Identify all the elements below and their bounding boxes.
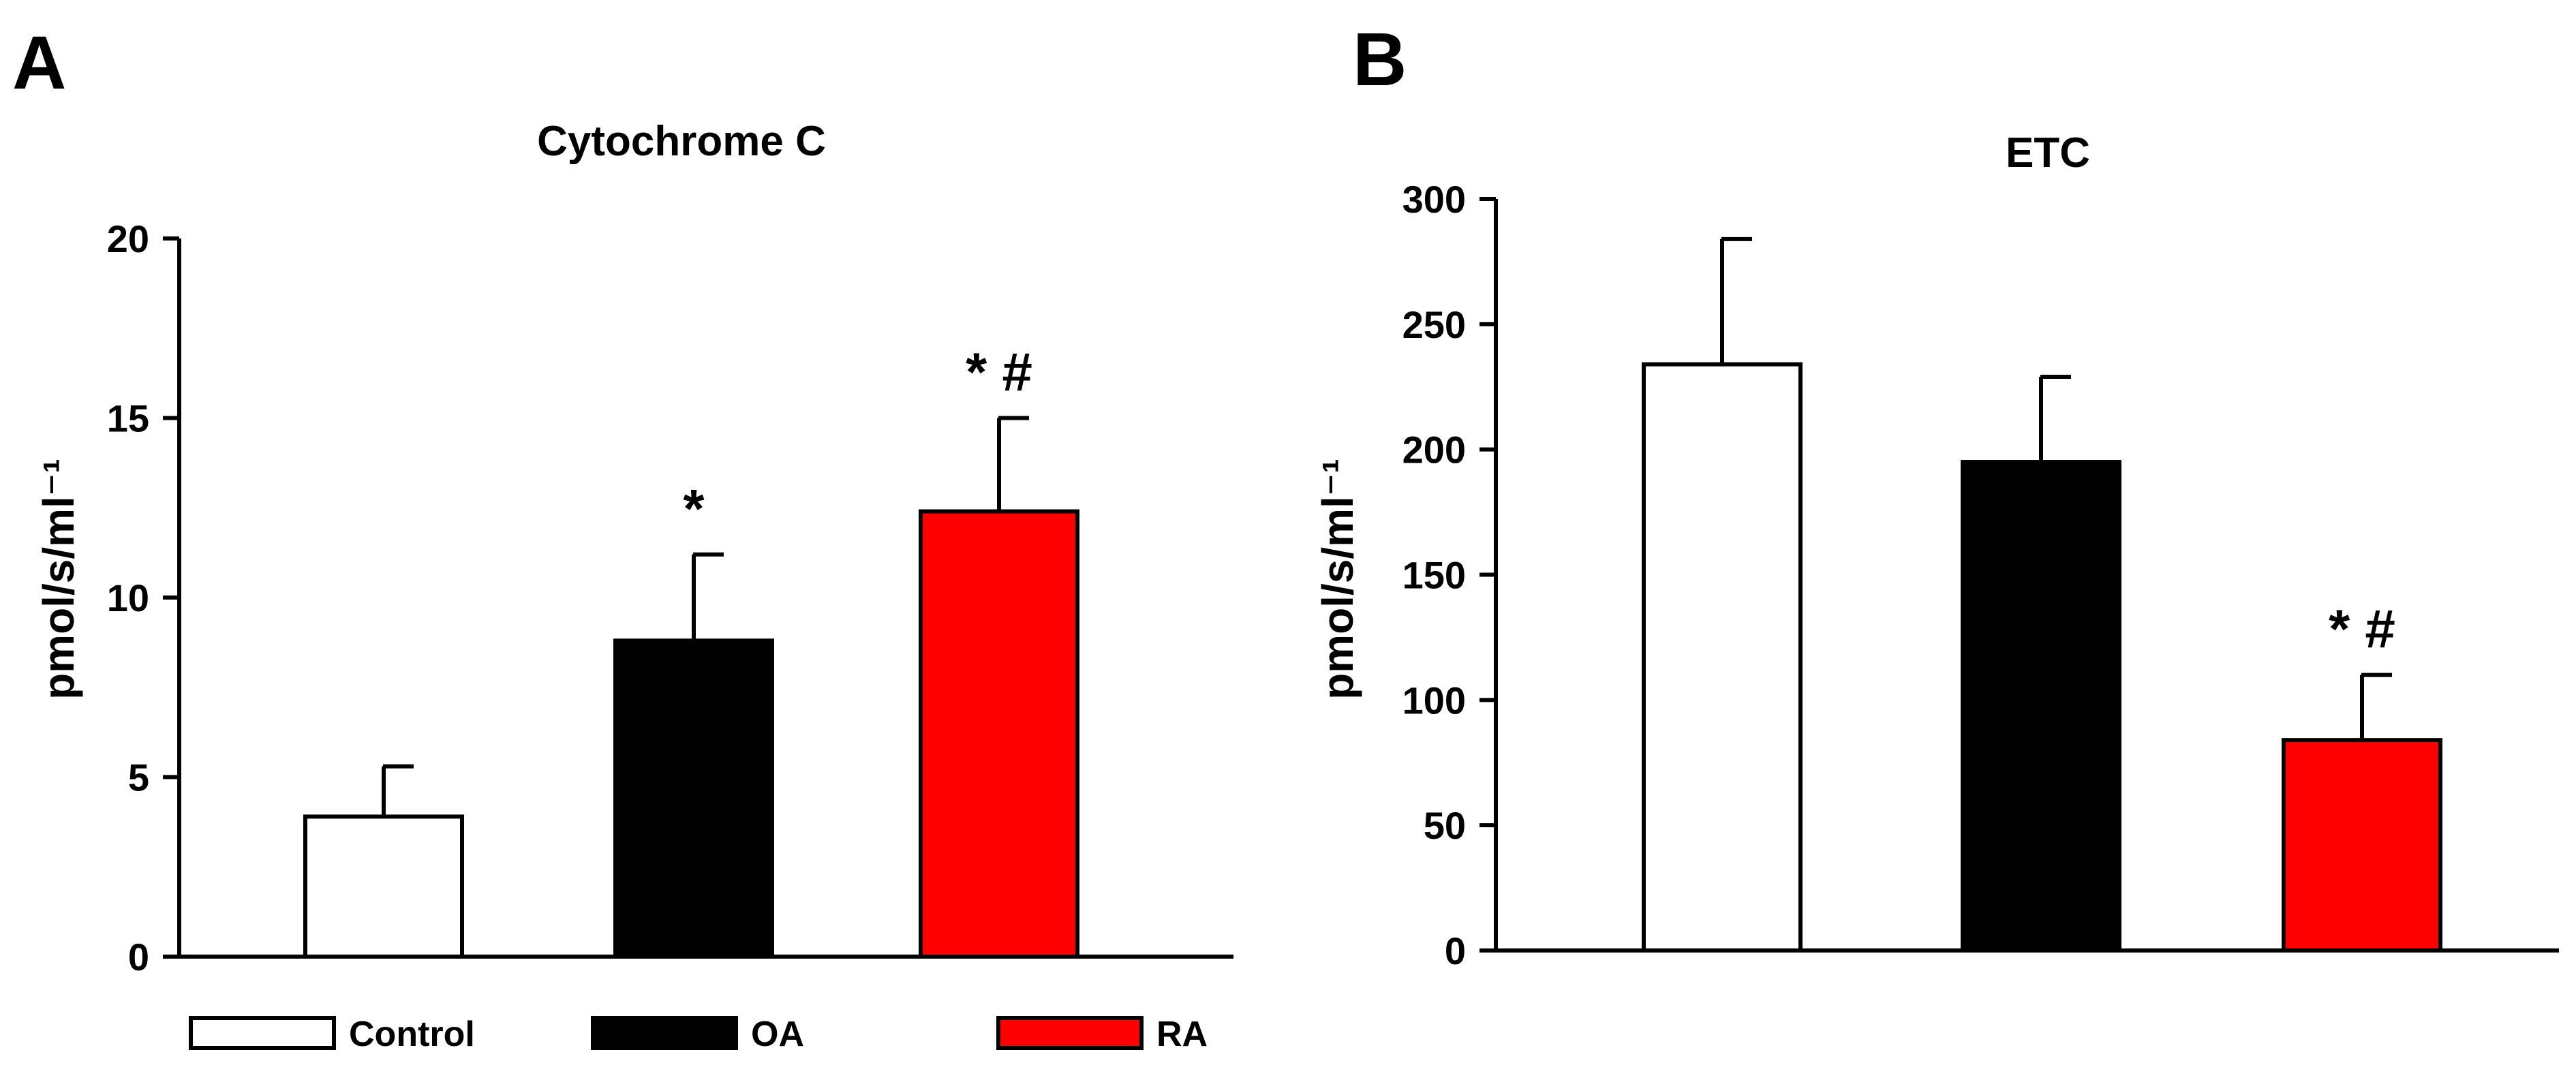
panel-b-y-tick-label: 150	[1402, 554, 1466, 597]
panel-a-plot: 0 5 10 15 20 * * #	[107, 217, 1233, 978]
legend-label-oa: OA	[751, 1015, 804, 1054]
panel-a-y-tick-label: 15	[107, 397, 149, 440]
panel-a-title: Cytochrome C	[537, 118, 826, 165]
legend-swatch-control	[189, 1016, 336, 1050]
panel-a-y-tick-label: 0	[128, 935, 149, 978]
panel-b-y-tick-label: 200	[1402, 429, 1466, 471]
panel-a-ylabel: pmol/s/ml⁻¹	[34, 459, 83, 700]
panel-b-bar-control	[1642, 362, 1803, 953]
panel-b-annotation-ra: * #	[2329, 599, 2395, 660]
panel-a-annotation-ra: * #	[966, 342, 1032, 403]
panel-a-bar-ra	[919, 509, 1079, 959]
panel-b-letter: B	[1353, 18, 1407, 102]
panel-a-bar-control	[303, 814, 464, 959]
panel-b-bar-ra	[2282, 738, 2442, 953]
legend-swatch-oa	[591, 1016, 738, 1050]
panel-a-y-tick-label: 10	[107, 576, 149, 619]
panel-b-plot: 0 50 100 150 200 250 300 * #	[1402, 178, 2559, 972]
panel-b-y-tick-label: 50	[1424, 804, 1466, 847]
panel-a-y-tick-label: 5	[128, 756, 149, 799]
panel-a-annotation-oa: *	[683, 478, 705, 539]
legend-swatch-ra	[996, 1016, 1144, 1050]
panel-a-letter: A	[12, 21, 66, 105]
legend-label-control: Control	[349, 1015, 475, 1054]
panel-b-title: ETC	[2006, 129, 2090, 176]
panel-a-y-tick-label: 20	[107, 217, 149, 260]
panel-b-y-tick-label: 250	[1402, 303, 1466, 346]
panel-a-bar-oa	[613, 638, 774, 959]
panel-b-y-tick-label: 300	[1402, 178, 1466, 221]
panel-b-bar-oa	[1961, 460, 2121, 953]
legend: Control OA RA	[189, 1015, 1208, 1054]
panel-b-ylabel: pmol/s/ml⁻¹	[1313, 459, 1362, 700]
legend-label-ra: RA	[1156, 1015, 1208, 1054]
panel-b-y-tick-label: 100	[1402, 679, 1466, 722]
panel-b-y-tick-label: 0	[1445, 929, 1466, 972]
